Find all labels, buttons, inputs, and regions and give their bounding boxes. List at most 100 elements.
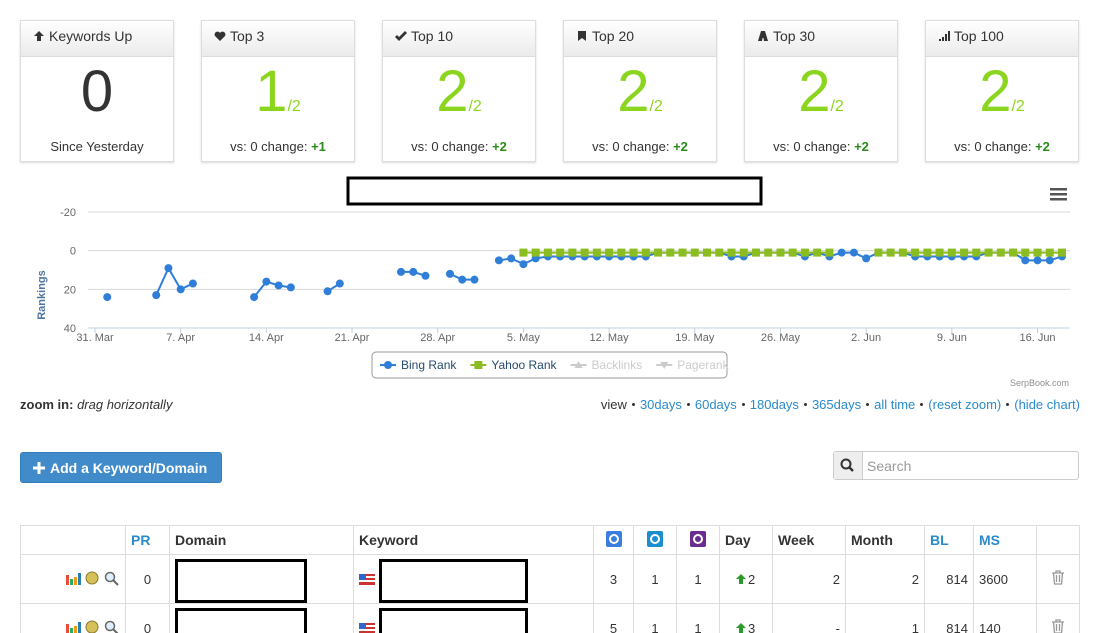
cell-value: 1 bbox=[651, 620, 659, 633]
up-arrow bbox=[736, 573, 746, 584]
point bbox=[1033, 256, 1042, 265]
cell-value: 3600 bbox=[979, 571, 1008, 587]
card-change: +2 bbox=[1035, 139, 1050, 154]
x-tick-label: 19. May bbox=[675, 332, 715, 344]
point bbox=[335, 279, 344, 288]
legend-item[interactable]: Pagerank bbox=[656, 358, 730, 372]
card-footer-text: vs: 0 change: bbox=[411, 139, 489, 154]
search-box[interactable]: Search bbox=[833, 451, 1079, 480]
card-value-wrap: 0 bbox=[21, 57, 173, 127]
cell-value: 2 bbox=[911, 571, 919, 587]
point bbox=[580, 248, 589, 257]
point bbox=[592, 248, 601, 257]
point bbox=[574, 361, 583, 368]
header-cell: Day bbox=[719, 525, 773, 555]
header-label: BL bbox=[930, 532, 949, 548]
point bbox=[935, 248, 944, 257]
point bbox=[641, 248, 650, 257]
y-axis-label: Rankings bbox=[36, 270, 48, 320]
point bbox=[176, 285, 185, 294]
bullet bbox=[803, 403, 807, 406]
icon-shape bbox=[359, 579, 375, 582]
cell-value: 0 bbox=[143, 571, 152, 587]
card-footer-text: vs: 0 change: bbox=[773, 139, 851, 154]
card-value: 2 bbox=[617, 59, 650, 124]
view-link[interactable]: 30days bbox=[639, 397, 682, 412]
point bbox=[886, 248, 895, 257]
y-tick-label: 0 bbox=[70, 246, 76, 258]
card-total: /2 bbox=[830, 98, 844, 115]
zoom-label: zoom in: bbox=[20, 397, 74, 412]
card-header: Top 10 bbox=[383, 21, 535, 57]
table-cell bbox=[169, 554, 354, 604]
header-cell bbox=[593, 525, 634, 555]
view-label: view bbox=[600, 397, 627, 412]
point bbox=[1033, 248, 1042, 257]
y-tick-label: 40 bbox=[64, 323, 76, 335]
header-cell: Keyword bbox=[353, 525, 594, 555]
header-label: Day bbox=[725, 532, 751, 548]
row-tools[interactable] bbox=[62, 569, 120, 587]
view-link[interactable]: 60days bbox=[694, 397, 737, 412]
point bbox=[274, 281, 283, 290]
view-link[interactable]: (reset zoom) bbox=[928, 397, 1002, 412]
engine-icon bbox=[647, 530, 663, 547]
icon-shape bbox=[693, 533, 703, 544]
point bbox=[494, 256, 503, 265]
table-cell: 1 bbox=[845, 603, 925, 633]
point bbox=[788, 248, 797, 257]
card-total: /2 bbox=[287, 98, 301, 115]
delete-icon[interactable] bbox=[1051, 570, 1065, 585]
legend-item[interactable]: Yahoo Rank bbox=[470, 358, 558, 372]
point bbox=[1021, 256, 1030, 265]
point bbox=[629, 248, 638, 257]
card-title: Top 30 bbox=[773, 28, 816, 44]
cell-value: 3 bbox=[609, 571, 618, 587]
view-link[interactable]: 180days bbox=[749, 397, 799, 412]
view-link[interactable]: all time bbox=[874, 397, 916, 412]
card-header: Top 30 bbox=[745, 21, 897, 57]
card-value: 2 bbox=[979, 59, 1012, 124]
row-tools[interactable] bbox=[62, 618, 120, 633]
table-cell bbox=[20, 554, 126, 604]
legend-item[interactable]: Backlinks bbox=[570, 358, 643, 372]
card-header: Top 20 bbox=[564, 21, 716, 57]
redacted-title bbox=[346, 176, 763, 206]
point bbox=[188, 279, 197, 288]
card-value: 2 bbox=[436, 59, 469, 124]
point bbox=[409, 267, 418, 276]
point bbox=[911, 248, 920, 257]
y-tick-label: -20 bbox=[60, 207, 76, 219]
card-value: 2 bbox=[798, 59, 831, 124]
header-cell: Domain bbox=[169, 525, 354, 555]
icon-shape bbox=[395, 31, 407, 41]
icon-shape bbox=[70, 578, 73, 585]
point bbox=[103, 293, 112, 302]
point bbox=[874, 248, 883, 257]
header-cell bbox=[20, 525, 126, 555]
card-value-wrap: 2/2 bbox=[564, 57, 716, 142]
card-title: Top 100 bbox=[954, 28, 1004, 44]
add-button[interactable]: Add a Keyword/Domain bbox=[20, 452, 222, 483]
menu-button[interactable] bbox=[1050, 188, 1067, 201]
view-link[interactable]: (hide chart) bbox=[1014, 397, 1080, 412]
legend-label: Backlinks bbox=[592, 358, 643, 372]
point bbox=[947, 248, 956, 257]
card-total: /2 bbox=[649, 98, 663, 115]
point bbox=[519, 260, 528, 269]
cell-value: 814 bbox=[946, 571, 968, 587]
card-value: 1 bbox=[255, 59, 288, 124]
view-link[interactable]: 365days bbox=[811, 397, 862, 412]
legend-item[interactable]: Bing Rank bbox=[380, 358, 457, 372]
point bbox=[654, 248, 663, 257]
point bbox=[445, 269, 454, 278]
card-header: Top 3 bbox=[202, 21, 354, 57]
delete-icon[interactable] bbox=[1051, 619, 1065, 633]
icon-shape bbox=[78, 572, 81, 585]
cell-value: 1 bbox=[651, 571, 659, 587]
flag bbox=[359, 573, 375, 585]
card-footer-text: vs: 0 change: bbox=[592, 139, 670, 154]
card-footer-text: vs: 0 change: bbox=[230, 139, 308, 154]
icon-shape bbox=[74, 576, 77, 585]
table-cell: 0 bbox=[125, 554, 170, 604]
